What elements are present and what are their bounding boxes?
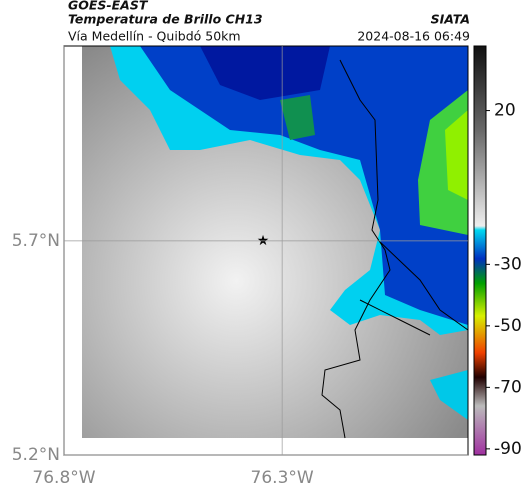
subtitle: Vía Medellín - Quibdó 50km [68,29,241,44]
source: SIATA [431,12,470,27]
header: GOES-EAST Temperatura de Brillo CH13 Vía… [68,0,470,44]
colorbar [473,45,487,456]
deep-core [200,46,330,100]
lat-label: 5.7°N [12,231,60,251]
colorbar-label: 20 [494,101,516,121]
imagery: ★ [82,46,469,439]
border [321,59,469,439]
colorbar-label: -50 [494,316,522,336]
colorbar-label: -90 [494,439,522,459]
title: Temperatura de Brillo CH13 [68,12,263,27]
cold-spot [280,95,315,140]
lon-label: 76.3°W [251,468,314,488]
lon-label: 76.8°W [32,468,95,488]
lat-label: 5.2°N [12,445,60,465]
timestamp: 2024-08-16 06:49 [357,29,470,44]
cold-cloud [430,370,468,420]
colorbar-label: -30 [494,254,522,274]
coldest-core [445,110,468,200]
colorbar-label: -70 [494,377,522,397]
product: GOES-EAST [68,0,149,13]
